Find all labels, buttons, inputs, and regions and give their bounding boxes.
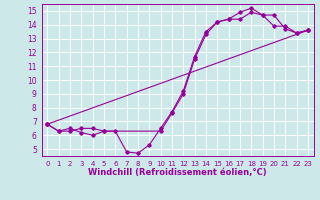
- X-axis label: Windchill (Refroidissement éolien,°C): Windchill (Refroidissement éolien,°C): [88, 168, 267, 177]
